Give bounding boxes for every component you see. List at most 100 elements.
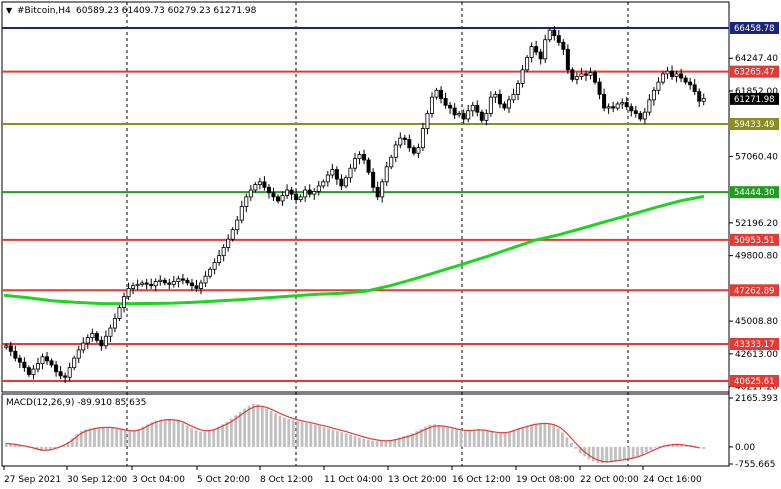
candle (683, 75, 688, 85)
symbol-dropdown-icon[interactable]: ▼ (6, 6, 13, 15)
candle (588, 67, 593, 80)
candle (262, 176, 267, 191)
candle-body (285, 189, 290, 196)
macd-bar (212, 428, 216, 447)
candle-body (611, 106, 616, 109)
candle (543, 34, 548, 63)
macd-bar (649, 446, 653, 451)
candle-body (117, 307, 122, 319)
candle-body (624, 102, 629, 108)
macd-bar (410, 433, 414, 447)
level-label: 43333.17 (734, 340, 775, 350)
macd-bar (530, 424, 534, 447)
time-label: 11 Oct 04:00 (324, 475, 383, 485)
candle-body (348, 167, 353, 179)
moving-average (3, 194, 705, 306)
candle-body (679, 73, 684, 79)
macd-bar (702, 446, 706, 449)
candle-body (488, 96, 493, 114)
candle (670, 65, 675, 80)
macd-bar (397, 437, 401, 447)
macd-bar (512, 429, 516, 447)
macd-bar (260, 406, 264, 447)
macd-bar (225, 422, 229, 447)
candle (366, 157, 371, 175)
level-price-labels: 66458.78 63265.47 59433.49 54444.30 50953.51… (730, 22, 779, 387)
candle (40, 353, 45, 370)
macd-bar (358, 437, 361, 447)
candle (389, 154, 394, 170)
time-gridlines (126, 2, 629, 466)
candle (529, 42, 534, 63)
candle-body (493, 93, 498, 98)
macd-bar (93, 427, 96, 447)
candle (244, 193, 249, 213)
candle (624, 96, 629, 110)
macd-bar (146, 424, 149, 447)
candle (45, 351, 50, 365)
macd-bar (106, 427, 110, 447)
macd-bar (137, 429, 141, 447)
time-label: 8 Oct 12:00 (260, 475, 313, 485)
candle (701, 93, 706, 106)
candle-body (17, 357, 22, 363)
candle-body (212, 262, 217, 270)
candle-body (692, 84, 697, 93)
price-tick-label: 45008.80 (735, 317, 778, 327)
level-label-box (730, 284, 779, 297)
macd-bar (199, 431, 202, 447)
candle (303, 185, 308, 202)
candle (76, 345, 81, 364)
candle-body (126, 288, 131, 298)
candle-body (538, 51, 543, 60)
candle (22, 357, 27, 372)
candle-body (90, 333, 95, 339)
candle (180, 273, 185, 285)
macd-bar (185, 425, 189, 447)
macd-bar (375, 441, 379, 447)
candle (298, 194, 303, 203)
candle-body (683, 77, 688, 83)
macd-bar (79, 431, 83, 447)
candle (257, 177, 262, 190)
macd-bar (88, 428, 92, 447)
macd-bar (335, 431, 339, 447)
level-label-box (730, 65, 779, 78)
macd-bar (556, 428, 560, 447)
macd-bar (75, 434, 79, 447)
candle (593, 70, 598, 85)
macd-bar (13, 444, 17, 447)
candle-body (371, 171, 376, 188)
candle (94, 331, 99, 343)
candle-body (602, 93, 607, 109)
candle (579, 68, 584, 80)
candle-body (330, 169, 335, 176)
candle-body (81, 342, 86, 351)
candle-body (511, 93, 516, 101)
candle (547, 27, 552, 43)
time-label: 5 Oct 20:00 (197, 475, 250, 485)
macd-bar (490, 432, 494, 447)
macd-bar (243, 408, 247, 447)
candle (17, 354, 22, 368)
time-label: 30 Sep 12:00 (67, 475, 127, 485)
candle-body (85, 337, 90, 344)
current-price-box (730, 92, 779, 105)
candle-body (525, 57, 530, 71)
candle (556, 29, 561, 46)
candle (679, 68, 684, 83)
candle (103, 330, 108, 350)
candle (434, 87, 439, 100)
candle-body (520, 69, 525, 84)
macd-bar (644, 446, 648, 453)
candle-body (303, 189, 308, 198)
macd-bar (159, 419, 163, 447)
macd-bar (53, 446, 57, 449)
candle (398, 132, 403, 149)
candle (606, 103, 611, 114)
macd-bar (181, 422, 185, 447)
macd-bar (415, 431, 419, 447)
macd-bar (282, 417, 286, 447)
candle-body (266, 186, 271, 194)
candle-body (176, 278, 181, 282)
